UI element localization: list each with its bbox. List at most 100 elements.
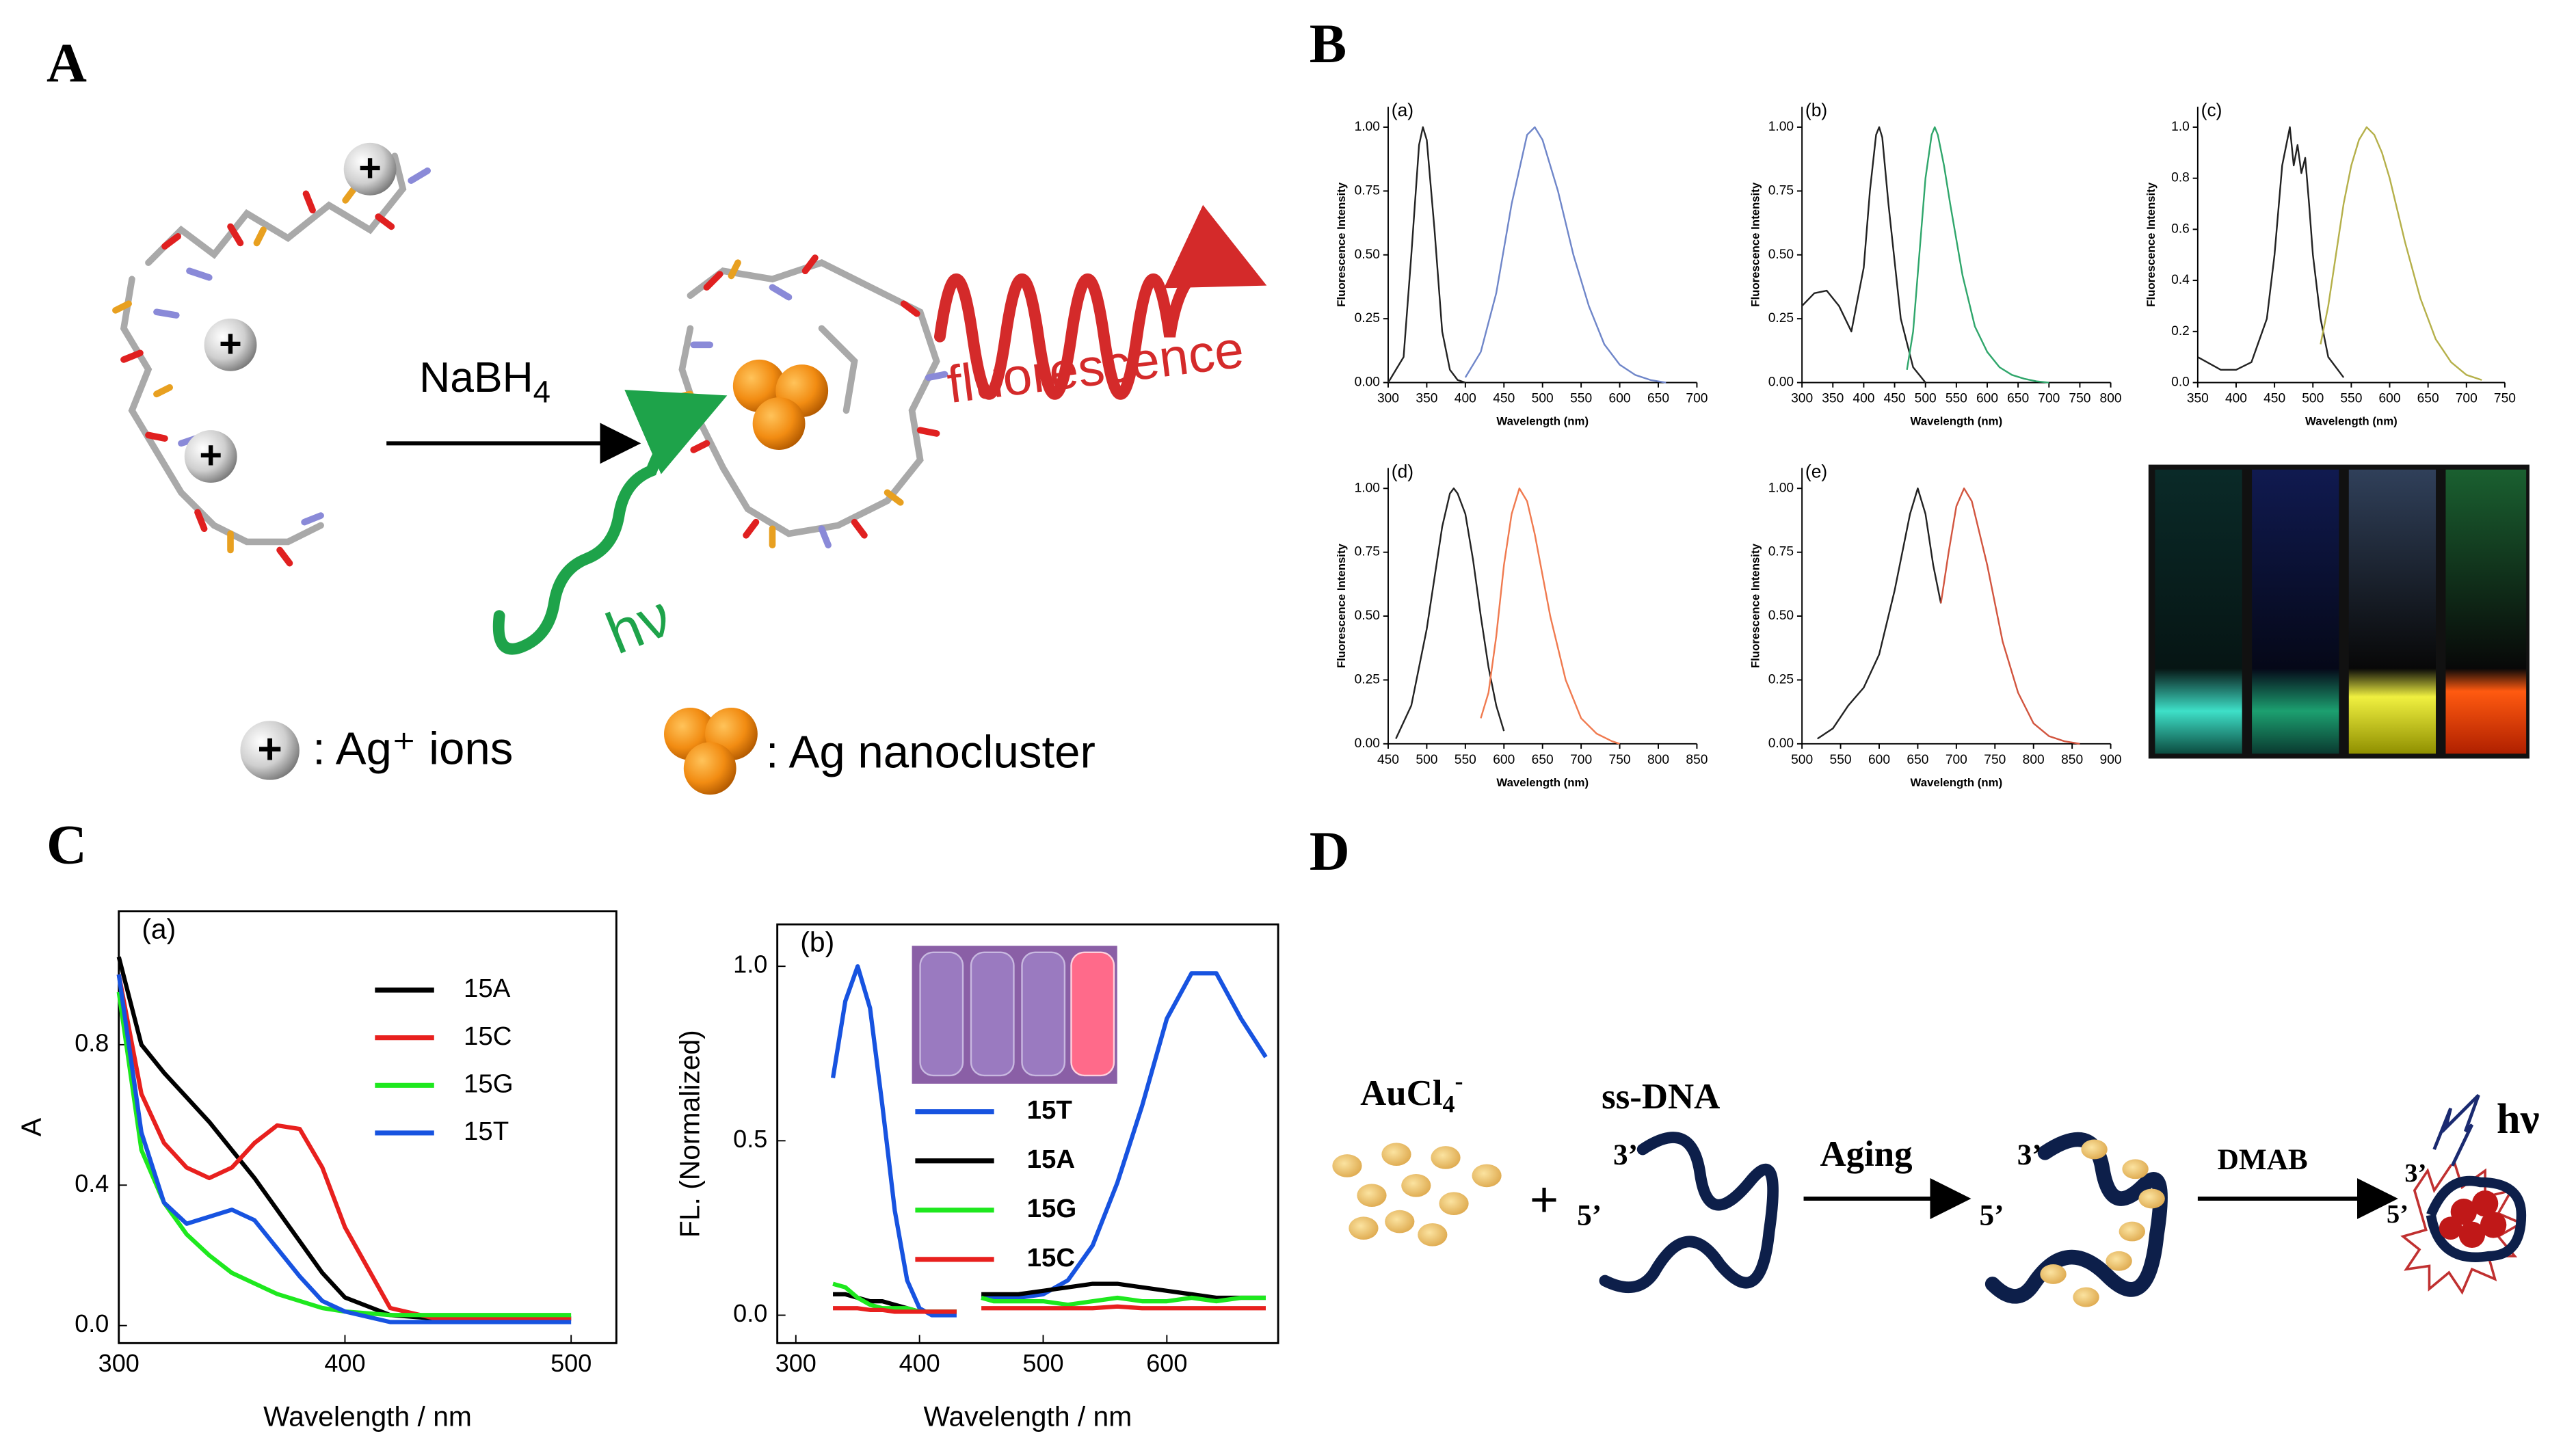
y-tick-label: 0.00 <box>1355 736 1380 751</box>
strand-end: 5’ <box>1979 1199 2004 1232</box>
x-tick-label: 750 <box>1609 753 1631 767</box>
bound-gold <box>2040 1139 2165 1307</box>
dna-wrap <box>2426 1175 2527 1262</box>
legend-label: 15A <box>1027 1145 1075 1174</box>
series-line <box>1817 488 1942 740</box>
series-line <box>1464 126 1667 384</box>
x-tick-label: 300 <box>775 1349 816 1377</box>
gold-cluster <box>2439 1190 2507 1249</box>
x-tick-label: 750 <box>1984 753 2006 767</box>
emission-wave <box>934 204 1267 400</box>
y-tick-label: 0.5 <box>733 1125 767 1153</box>
legend-label: 15G <box>464 1069 514 1098</box>
strand-end: 5’ <box>1577 1199 1602 1232</box>
y-axis-label: Fluorescence Intensity <box>1335 182 1348 307</box>
x-tick-label: 400 <box>1853 392 1874 406</box>
legend-label: 15T <box>464 1117 509 1146</box>
y-tick-label: 0.75 <box>1768 183 1794 198</box>
x-tick-label: 450 <box>1884 392 1906 406</box>
reagent: NaBH4 <box>419 354 550 410</box>
y-tick-label: 0.25 <box>1355 673 1380 687</box>
y-tick-label: 0.25 <box>1768 311 1794 325</box>
y-axis-label: A <box>16 1117 47 1136</box>
chart: 300 400 500 600 0.0 0.5 1.0 Wavelength / nm FL. … <box>674 923 1279 1432</box>
y-tick-label: 0.4 <box>2171 273 2190 287</box>
x-tick-label: 550 <box>1455 753 1476 767</box>
x-tick-label: 300 <box>1377 392 1399 406</box>
panel-label: (b) <box>800 926 834 958</box>
x-tick-label: 600 <box>1609 392 1631 406</box>
excitation-wave <box>492 390 728 655</box>
series-line <box>1387 126 1466 384</box>
precursor-subscript: 4 <box>1443 1091 1455 1118</box>
chart: 350 400 450 500 550 600 650 700 750 0.0 0.2 0.4 0.6 0… <box>2145 100 2516 427</box>
legend-label: 15C <box>464 1022 512 1051</box>
series-line <box>833 1304 1266 1314</box>
x-tick-label: 500 <box>1532 392 1554 406</box>
panel-label: (b) <box>1805 100 1827 120</box>
x-tick-label: 350 <box>2187 392 2209 406</box>
x-tick-label: 700 <box>2456 392 2478 406</box>
excitation-label: hν <box>598 583 680 667</box>
x-tick-label: 850 <box>1686 753 1708 767</box>
y-axis-label: Fluorescence Intensity <box>1749 543 1762 668</box>
panel-letter: D <box>1310 820 1350 882</box>
x-tick-label: 700 <box>2038 392 2060 406</box>
gold-ions <box>1332 1143 1502 1246</box>
y-tick-label: 1.00 <box>1768 120 1794 134</box>
x-tick-label: 450 <box>1493 392 1515 406</box>
y-tick-label: 0.0 <box>75 1309 109 1337</box>
x-tick-label: 700 <box>1686 392 1708 406</box>
ion-symbol: + <box>257 725 282 773</box>
x-tick-label: 850 <box>2061 753 2083 767</box>
legend-label: 15G <box>1027 1194 1077 1223</box>
x-tick-label: 750 <box>2494 392 2516 406</box>
panel-label: (c) <box>2201 100 2222 120</box>
y-tick-label: 0.6 <box>2171 222 2190 236</box>
emission-label: fluorescence <box>944 320 1247 414</box>
series-line <box>2320 126 2482 381</box>
plot-frame <box>118 910 618 1344</box>
ion-icon <box>240 721 300 780</box>
y-tick-label: 0.2 <box>2171 324 2190 338</box>
strand-end: 3’ <box>2017 1138 2042 1171</box>
series-line <box>2197 126 2345 378</box>
x-tick-label: 700 <box>1570 753 1592 767</box>
strand-end: 3’ <box>2404 1159 2426 1188</box>
y-tick-label: 0.0 <box>2171 375 2190 390</box>
legend-label: 15C <box>1027 1243 1075 1272</box>
ssdna-cluster-complex <box>674 254 948 549</box>
y-tick-label: 0.25 <box>1355 311 1380 325</box>
y-axis-label: Fluorescence Intensity <box>1335 543 1348 668</box>
x-tick-label: 550 <box>1830 753 1852 767</box>
x-tick-label: 500 <box>550 1349 592 1377</box>
y-tick-label: 0.50 <box>1355 248 1380 262</box>
y-tick-label: 0.00 <box>1768 375 1794 390</box>
series-line <box>116 974 572 1324</box>
x-tick-label: 550 <box>1570 392 1592 406</box>
y-tick-label: 0.50 <box>1768 609 1794 623</box>
legend-label: 15A <box>464 974 511 1003</box>
series-line <box>1801 126 1926 384</box>
series-line <box>116 991 572 1318</box>
ag-ions: + + + <box>184 142 397 483</box>
x-axis-label: Wavelength (nm) <box>1496 776 1589 789</box>
x-tick-label: 300 <box>98 1349 140 1377</box>
x-tick-label: 650 <box>1907 753 1928 767</box>
x-axis-label: Wavelength (nm) <box>1911 776 2003 789</box>
x-tick-label: 650 <box>1647 392 1669 406</box>
x-tick-label: 800 <box>1647 753 1669 767</box>
y-tick-label: 0.75 <box>1355 183 1380 198</box>
ssdna-molecule <box>112 152 431 567</box>
reagent-main: NaBH <box>419 354 533 402</box>
plot-frame <box>776 923 1279 1344</box>
chart: 300 400 500 0.0 0.4 0.8 Wavelength / nm A (a) 15A… <box>16 910 618 1432</box>
chart: 300 350 400 450 500 550 600 650 700 0.00 0.25 0.50 0… <box>1335 100 1708 427</box>
x-tick-label: 500 <box>1416 753 1437 767</box>
chart: 450 500 550 600 650 700 750 800 850 0.00 0.25 0.50 0… <box>1335 462 1708 789</box>
y-tick-label: 0.00 <box>1768 736 1794 751</box>
reagent-subscript: 4 <box>533 374 550 409</box>
ion-symbol: + <box>358 146 382 190</box>
tube-photo <box>912 946 1117 1084</box>
x-tick-label: 500 <box>1022 1349 1063 1377</box>
